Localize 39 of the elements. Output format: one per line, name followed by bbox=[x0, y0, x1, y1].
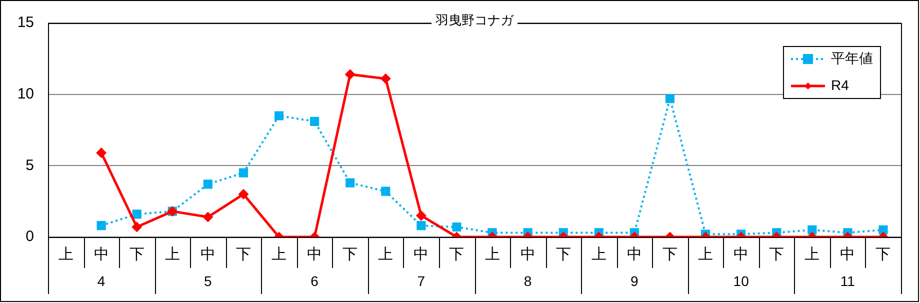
x-tick-label: 上 bbox=[698, 246, 714, 264]
y-tick-label: 0 bbox=[26, 228, 34, 246]
x-tick-label: 上 bbox=[484, 246, 500, 264]
x-tick-label: 中 bbox=[734, 246, 749, 264]
text: 6 bbox=[310, 272, 319, 289]
x-tick-label: 上 bbox=[272, 246, 287, 264]
x-tick-label: 下 bbox=[662, 246, 678, 264]
legend-label: R4 bbox=[831, 76, 850, 93]
y-tick-label: 15 bbox=[17, 14, 34, 32]
x-tick-label: 中 bbox=[626, 246, 642, 264]
x-tick-label: 下 bbox=[129, 246, 144, 264]
text: 4 bbox=[97, 272, 106, 289]
x-tick-label: 上 bbox=[804, 246, 820, 264]
x-tick-label: 中 bbox=[840, 246, 856, 264]
x-tick-label: 中 bbox=[200, 246, 216, 264]
x-tick-label: 中 bbox=[307, 246, 322, 264]
x-tick-label: 下 bbox=[342, 246, 358, 264]
text: 5 bbox=[204, 272, 212, 289]
x-tick-label: 上 bbox=[164, 246, 180, 264]
chart-title: 羽曳野コナガ bbox=[434, 12, 514, 28]
text: 8 bbox=[524, 272, 532, 289]
x-tick-label: 上 bbox=[591, 246, 606, 264]
x-tick-label: 下 bbox=[876, 246, 891, 264]
x-tick-label: 下 bbox=[449, 246, 464, 264]
x-tick-label: 下 bbox=[556, 246, 571, 264]
x-tick-label: 上 bbox=[58, 246, 74, 264]
text: 11 bbox=[840, 272, 856, 289]
y-tick-label: 5 bbox=[26, 156, 34, 174]
text: 9 bbox=[630, 272, 639, 289]
x-tick-label: 中 bbox=[520, 246, 536, 264]
text: 10 bbox=[733, 272, 750, 289]
x-tick-label: 下 bbox=[236, 246, 251, 264]
legend-label: 平年値 bbox=[831, 50, 873, 66]
x-tick-label: 下 bbox=[769, 246, 784, 264]
text: 7 bbox=[417, 272, 426, 289]
y-tick-label: 10 bbox=[17, 85, 34, 102]
x-tick-label: 上 bbox=[378, 246, 394, 264]
x-tick-label: 中 bbox=[414, 246, 429, 264]
x-tick-label: 中 bbox=[94, 246, 109, 264]
